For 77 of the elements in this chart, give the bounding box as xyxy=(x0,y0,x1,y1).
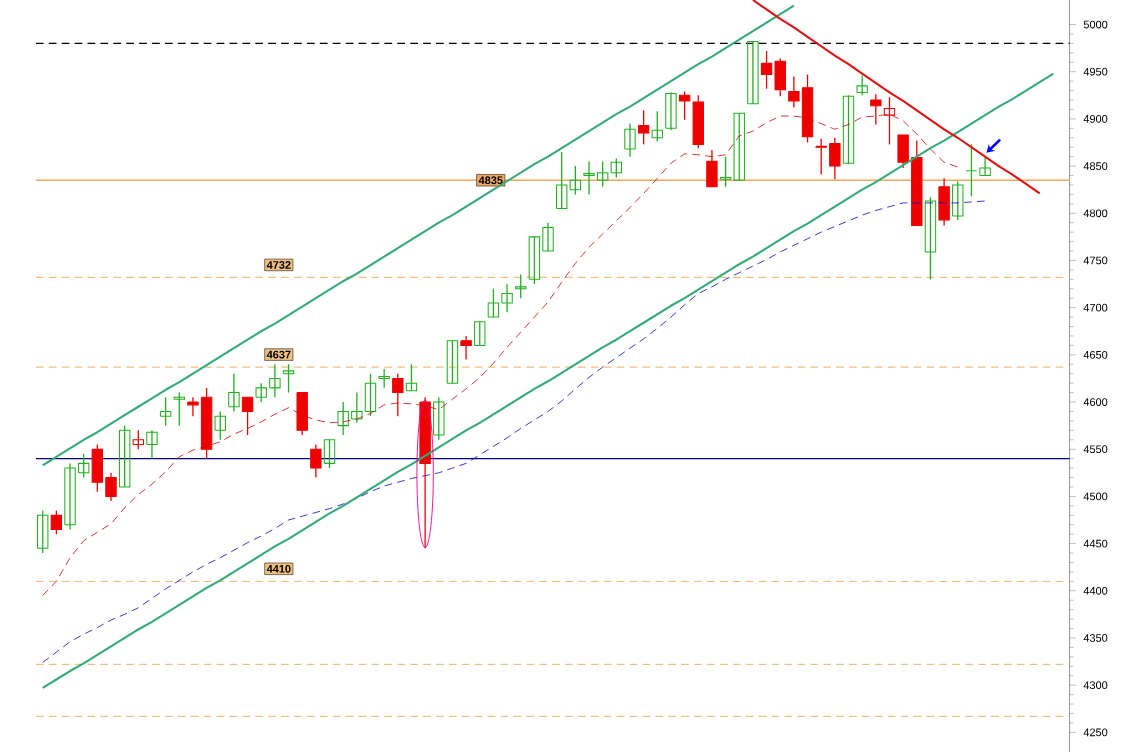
candlestick xyxy=(747,40,759,105)
candlestick xyxy=(446,339,459,384)
candlestick xyxy=(487,288,500,318)
candlestick xyxy=(528,236,541,285)
candlestick xyxy=(924,196,937,280)
candlestick xyxy=(241,396,254,436)
candlestick xyxy=(624,122,636,158)
candlestick xyxy=(310,443,322,479)
candlestick xyxy=(269,363,281,398)
candlestick xyxy=(760,50,773,90)
y-tick-label: 4850 xyxy=(1083,162,1108,170)
candlestick xyxy=(433,396,445,441)
y-tick-label: 4250 xyxy=(1083,728,1108,737)
candlestick xyxy=(173,391,185,427)
candlestick xyxy=(77,453,90,479)
candlestick xyxy=(132,429,145,450)
candlestick xyxy=(815,137,827,176)
candlestick xyxy=(501,283,513,313)
candlestick xyxy=(351,391,363,424)
candlestick xyxy=(883,96,896,145)
candlestick xyxy=(651,110,663,143)
candlestick xyxy=(474,321,486,346)
candlestick xyxy=(282,363,295,394)
y-tick-label: 4750 xyxy=(1083,256,1108,265)
candlestick xyxy=(378,368,390,389)
candlestick xyxy=(569,165,582,195)
y-tick-label: 4300 xyxy=(1083,681,1108,689)
candlestick xyxy=(842,94,855,165)
candlestick xyxy=(392,372,404,417)
y-tick-label: 4350 xyxy=(1083,634,1108,642)
candlestick xyxy=(50,509,63,535)
candlestick xyxy=(159,396,172,427)
candlestick xyxy=(364,372,377,417)
candlestick xyxy=(460,335,472,361)
candlestick xyxy=(64,462,76,531)
candlestick xyxy=(665,91,677,131)
candlestick xyxy=(542,221,554,252)
ref-line-label: 4732 xyxy=(266,260,291,269)
y-tick-label: 4900 xyxy=(1083,114,1108,123)
y-tick-label: 5000 xyxy=(1083,20,1108,29)
candlestick xyxy=(105,472,117,502)
candlestick xyxy=(214,410,226,441)
candlestick xyxy=(405,363,418,392)
candlestick xyxy=(228,372,240,413)
y-tick-label: 4600 xyxy=(1083,398,1108,406)
candlestick xyxy=(856,74,868,96)
y-tick-label: 4400 xyxy=(1083,586,1108,595)
candlestick xyxy=(733,112,745,181)
candlestick xyxy=(952,180,964,221)
candlestick xyxy=(583,160,595,195)
candlestick xyxy=(515,273,527,299)
candlestick xyxy=(323,439,336,469)
y-tick-label: 4700 xyxy=(1083,303,1108,312)
ref-line-label: 4835 xyxy=(478,176,503,185)
y-tick-label: 4800 xyxy=(1083,209,1108,218)
y-tick-label: 4950 xyxy=(1083,67,1108,76)
candlestick xyxy=(118,424,131,488)
candlestick xyxy=(678,90,691,121)
candlestick xyxy=(829,137,841,180)
y-tick-label: 4550 xyxy=(1083,445,1108,454)
ref-line-label: 4410 xyxy=(266,564,291,573)
candlestick xyxy=(979,156,991,177)
y-tick-label: 4500 xyxy=(1083,492,1108,501)
candlestick xyxy=(555,151,568,210)
candlestick xyxy=(255,382,267,403)
candlestick xyxy=(36,509,49,554)
candlestick xyxy=(337,401,349,436)
candlestick xyxy=(870,93,882,126)
y-tick-label: 4450 xyxy=(1083,539,1108,548)
candlestick xyxy=(719,155,732,188)
candlestick xyxy=(146,429,158,460)
y-tick-label: 4650 xyxy=(1083,350,1108,359)
candlestick xyxy=(187,396,199,417)
candlestick xyxy=(788,75,800,109)
candlestick xyxy=(965,143,978,197)
candlestick xyxy=(637,109,650,145)
ref-line-label: 4637 xyxy=(266,350,291,359)
